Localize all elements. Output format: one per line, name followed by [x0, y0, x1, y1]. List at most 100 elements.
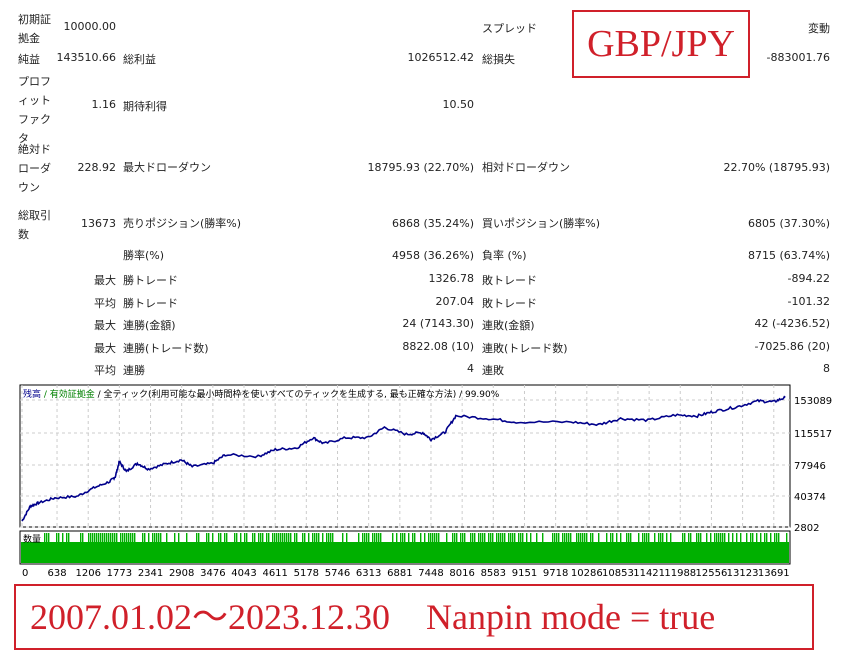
volume-bar	[116, 533, 118, 542]
volume-bar	[474, 533, 476, 542]
volume-bar	[208, 533, 210, 542]
volume-bar	[696, 533, 698, 542]
volume-bar	[766, 533, 768, 542]
initial-deposit-label: 初期証拠金	[18, 13, 51, 45]
volume-bar	[736, 533, 738, 542]
volume-bar	[342, 533, 344, 542]
volume-bar	[584, 533, 586, 542]
volume-bar	[108, 533, 110, 542]
rel-drawdown-value: 22.70% (18795.93)	[723, 161, 830, 174]
legend-equity: / 有効証拠金	[41, 388, 95, 400]
volume-bar	[590, 533, 592, 542]
abs-drawdown-label: 絶対ドローダウン	[18, 143, 51, 194]
volume-bar	[470, 533, 472, 542]
volume-bar	[566, 533, 568, 542]
volume-bar	[48, 533, 50, 542]
volume-bar	[178, 533, 180, 542]
x-tick-label: 6881	[387, 568, 412, 579]
volume-bar	[756, 533, 758, 542]
x-tick-label: 1773	[107, 568, 132, 579]
volume-bar	[290, 533, 292, 542]
volume-bar	[552, 533, 554, 542]
row-value: 4	[467, 362, 474, 375]
volume-bar	[526, 533, 528, 542]
row-label: 連勝(トレード数)	[123, 341, 209, 355]
y-tick-label: 40374	[794, 492, 826, 503]
long-positions-label: 買いポジション(勝率%)	[482, 217, 601, 230]
x-tick-label: 0	[22, 568, 28, 579]
volume-bar	[316, 533, 318, 542]
volume-bar	[536, 533, 538, 542]
volume-bar	[690, 533, 692, 542]
volume-bar	[446, 533, 448, 542]
volume-bar	[102, 533, 104, 542]
volume-bar	[226, 533, 228, 542]
volume-bar	[750, 533, 752, 542]
volume-bar	[362, 533, 364, 542]
y-tick-label: 77946	[794, 461, 826, 472]
net-profit-label: 純益	[18, 53, 40, 66]
volume-bar	[764, 533, 766, 542]
volume-bar	[464, 533, 466, 542]
volume-bar	[272, 533, 274, 542]
row-prefix: 平均	[94, 364, 116, 377]
volume-bar	[144, 533, 146, 542]
volume-bar	[244, 533, 246, 542]
volume-bar	[412, 533, 414, 542]
volume-bar	[314, 533, 316, 542]
volume-bar	[154, 533, 156, 542]
row-value: 8	[823, 362, 830, 375]
x-tick-label: 3476	[200, 568, 225, 579]
volume-bar	[786, 533, 788, 542]
volume-bar	[642, 533, 644, 542]
volume-bar	[648, 533, 650, 542]
row-prefix: 最大	[94, 341, 116, 355]
volume-bar	[430, 533, 432, 542]
volume-bar	[654, 533, 656, 542]
volume-bar	[62, 533, 64, 542]
row-value: 207.04	[435, 294, 475, 308]
volume-bar	[520, 533, 522, 542]
volume-bar	[582, 533, 584, 542]
x-tick-label: 7448	[418, 568, 443, 579]
net-profit-value: 143510.66	[56, 51, 117, 64]
volume-bar	[670, 533, 672, 542]
volume-bar	[224, 533, 226, 542]
volume-bar	[330, 533, 332, 542]
volume-bar	[740, 533, 742, 542]
volume-bar	[718, 533, 720, 542]
row-label: 勝トレード	[123, 296, 178, 310]
volume-bar	[198, 533, 200, 542]
volume-bar	[598, 533, 600, 542]
x-tick-label: 9151	[512, 568, 537, 579]
volume-bar	[698, 533, 700, 542]
x-tick-label: 10286	[571, 568, 603, 579]
volume-bar	[262, 533, 264, 542]
volume-bar	[760, 533, 762, 542]
gross-loss-value: -883001.76	[766, 51, 830, 64]
volume-bar	[328, 533, 330, 542]
volume-bar	[326, 533, 328, 542]
initial-deposit-value: 10000.00	[63, 20, 117, 33]
max-drawdown-value: 18795.93 (22.70%)	[367, 161, 474, 174]
volume-bar	[558, 533, 560, 542]
x-tick-label: 638	[47, 568, 66, 579]
volume-bar	[126, 533, 128, 542]
volume-bar	[240, 533, 242, 542]
volume-bar	[90, 533, 92, 542]
volume-bar	[512, 533, 514, 542]
volume-bar	[776, 533, 778, 542]
row-label: 敗トレード	[482, 274, 537, 287]
row-label: 連敗	[482, 364, 504, 377]
volume-bar	[158, 533, 160, 542]
volume-bar	[396, 533, 398, 542]
x-tick-label: 5746	[325, 568, 350, 579]
spread-label: スプレッド	[482, 22, 537, 35]
volume-bar	[562, 533, 564, 542]
volume-bar	[522, 533, 524, 542]
volume-bar	[452, 533, 454, 542]
volume-bar	[432, 533, 434, 542]
volume-bar	[774, 533, 776, 542]
x-tick-label: 5178	[294, 568, 319, 579]
volume-bar	[716, 533, 718, 542]
